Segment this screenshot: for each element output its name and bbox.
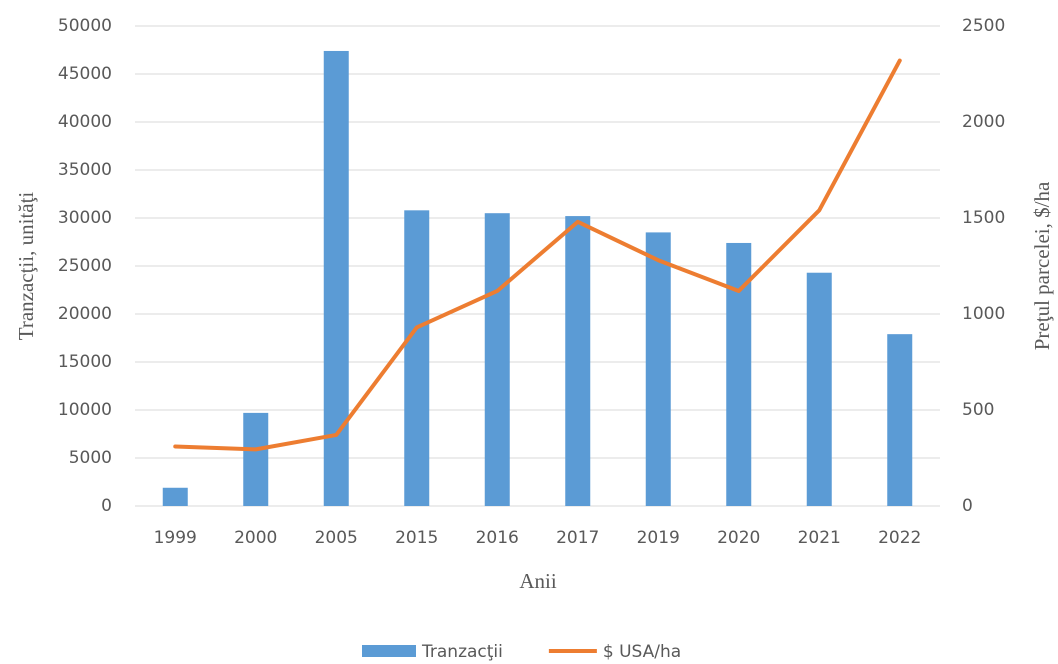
y-tick-label: 15000 <box>58 352 112 372</box>
bar <box>404 210 430 506</box>
x-tick-label: 2021 <box>798 528 841 548</box>
bar <box>887 334 913 506</box>
x-tick-label: 2016 <box>476 528 519 548</box>
x-tick-label: 2017 <box>556 528 599 548</box>
y-tick-label: 5000 <box>69 448 112 468</box>
bar <box>565 216 591 506</box>
x-tick-label: 2015 <box>395 528 438 548</box>
y2-tick-label: 2500 <box>962 16 1005 36</box>
y2-tick-label: 500 <box>962 400 994 420</box>
bar <box>484 213 510 506</box>
y-tick-label: 40000 <box>58 112 112 132</box>
y-tick-label: 50000 <box>58 16 112 36</box>
y-axis-title: Tranzacţii, unităţi <box>14 192 38 341</box>
bar <box>162 487 188 506</box>
y-tick-label: 0 <box>101 496 112 516</box>
legend-label: $ USA/ha <box>603 642 681 662</box>
bar <box>323 50 349 507</box>
y-tick-label: 20000 <box>58 304 112 324</box>
y-tick-label: 45000 <box>58 64 112 84</box>
x-tick-label: 2020 <box>717 528 760 548</box>
line <box>173 58 902 452</box>
x-tick-label: 1999 <box>154 528 197 548</box>
y-tick-label: 30000 <box>58 208 112 228</box>
bar <box>243 412 269 506</box>
y2-tick-label: 1500 <box>962 208 1005 228</box>
y-tick-label: 10000 <box>58 400 112 420</box>
y2-tick-label: 0 <box>962 496 973 516</box>
x-tick-label: 2022 <box>878 528 921 548</box>
legend-swatch <box>362 645 416 657</box>
x-tick-label: 2005 <box>315 528 358 548</box>
y-tick-label: 35000 <box>58 160 112 180</box>
y2-tick-label: 1000 <box>962 304 1005 324</box>
y2-tick-label: 2000 <box>962 112 1005 132</box>
legend-label: Tranzacţii <box>421 642 503 662</box>
x-tick-label: 2019 <box>637 528 680 548</box>
bar <box>645 232 671 506</box>
x-axis-title: Anii <box>519 569 557 593</box>
x-tick-label: 2000 <box>234 528 277 548</box>
y-tick-label: 25000 <box>58 256 112 276</box>
bar <box>806 272 832 506</box>
y2-axis-title: Preţul parcelei, $/ha <box>1030 181 1054 350</box>
